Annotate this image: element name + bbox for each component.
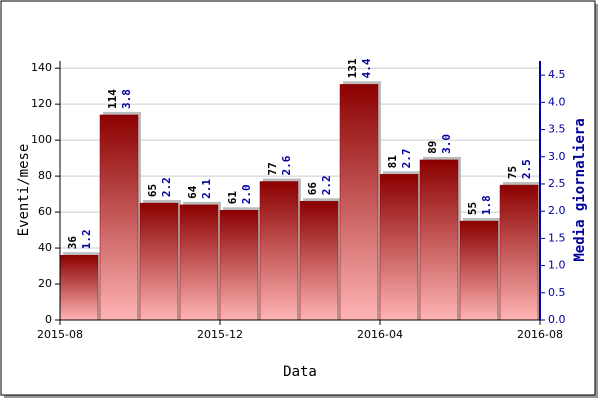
y2-tick-label: 4.5 xyxy=(548,68,566,81)
bar-value-label: 65 xyxy=(146,184,159,197)
y-tick-label: 0 xyxy=(45,313,52,326)
x-tick-label: 2015-08 xyxy=(37,328,83,341)
y-tick-label: 20 xyxy=(38,277,52,290)
bar xyxy=(179,204,219,321)
bar xyxy=(99,114,139,321)
y2-tick-label: 1.0 xyxy=(548,259,566,272)
bar-value-label: 77 xyxy=(266,162,279,175)
bar-value-label: 131 xyxy=(346,58,359,78)
bar xyxy=(419,159,459,321)
bar xyxy=(459,220,499,321)
bar-value-label: 36 xyxy=(66,236,79,250)
bar-value-label: 64 xyxy=(186,185,199,199)
y-tick-label: 40 xyxy=(38,241,52,254)
bar xyxy=(59,255,99,321)
y-axis-label: Eventi/mese xyxy=(16,144,32,237)
bar-value-label: 89 xyxy=(426,141,439,154)
bar xyxy=(339,84,379,321)
y2-axis-label: Media giornaliera xyxy=(572,118,588,261)
y-tick-label: 120 xyxy=(31,97,52,110)
average-value-label: 2.2 xyxy=(160,177,173,197)
y2-tick-label: 2.0 xyxy=(548,204,566,217)
average-value-label: 3.0 xyxy=(440,134,453,154)
bar xyxy=(139,202,179,321)
y2-tick-label: 0.5 xyxy=(548,286,566,299)
y2-tick-label: 1.5 xyxy=(548,231,566,244)
average-value-label: 1.2 xyxy=(80,229,93,249)
y2-tick-label: 0.0 xyxy=(548,313,566,326)
average-value-label: 2.0 xyxy=(240,184,253,204)
x-tick-label: 2016-08 xyxy=(517,328,563,341)
average-value-label: 2.5 xyxy=(520,159,533,179)
average-value-label: 2.1 xyxy=(200,179,213,199)
y2-tick-label: 4.0 xyxy=(548,95,566,108)
bar xyxy=(299,201,339,321)
y2-tick-label: 3.0 xyxy=(548,150,566,163)
bar-value-label: 55 xyxy=(466,202,479,215)
average-value-label: 4.4 xyxy=(360,58,373,78)
average-value-label: 2.7 xyxy=(400,148,413,168)
bar-value-label: 114 xyxy=(106,89,119,109)
average-value-label: 2.6 xyxy=(280,155,293,175)
bar xyxy=(219,210,259,321)
bar-value-label: 75 xyxy=(506,166,519,179)
bar-value-label: 66 xyxy=(306,182,319,196)
y-tick-label: 80 xyxy=(38,169,52,182)
bar-value-label: 81 xyxy=(386,155,399,169)
y-tick-label: 60 xyxy=(38,205,52,218)
average-value-label: 3.8 xyxy=(120,89,133,109)
bar xyxy=(259,181,299,321)
x-tick-label: 2015-12 xyxy=(197,328,243,341)
bar xyxy=(499,184,539,321)
average-value-label: 1.8 xyxy=(480,195,493,215)
bar-value-label: 61 xyxy=(226,191,239,205)
average-value-label: 2.2 xyxy=(320,175,333,195)
y-tick-label: 100 xyxy=(31,133,52,146)
bar xyxy=(379,174,419,321)
x-axis-label: Data xyxy=(283,364,317,380)
x-tick-label: 2016-04 xyxy=(357,328,403,341)
y2-tick-label: 2.5 xyxy=(548,177,566,190)
y-tick-label: 140 xyxy=(31,61,52,74)
y2-tick-label: 3.5 xyxy=(548,123,566,136)
